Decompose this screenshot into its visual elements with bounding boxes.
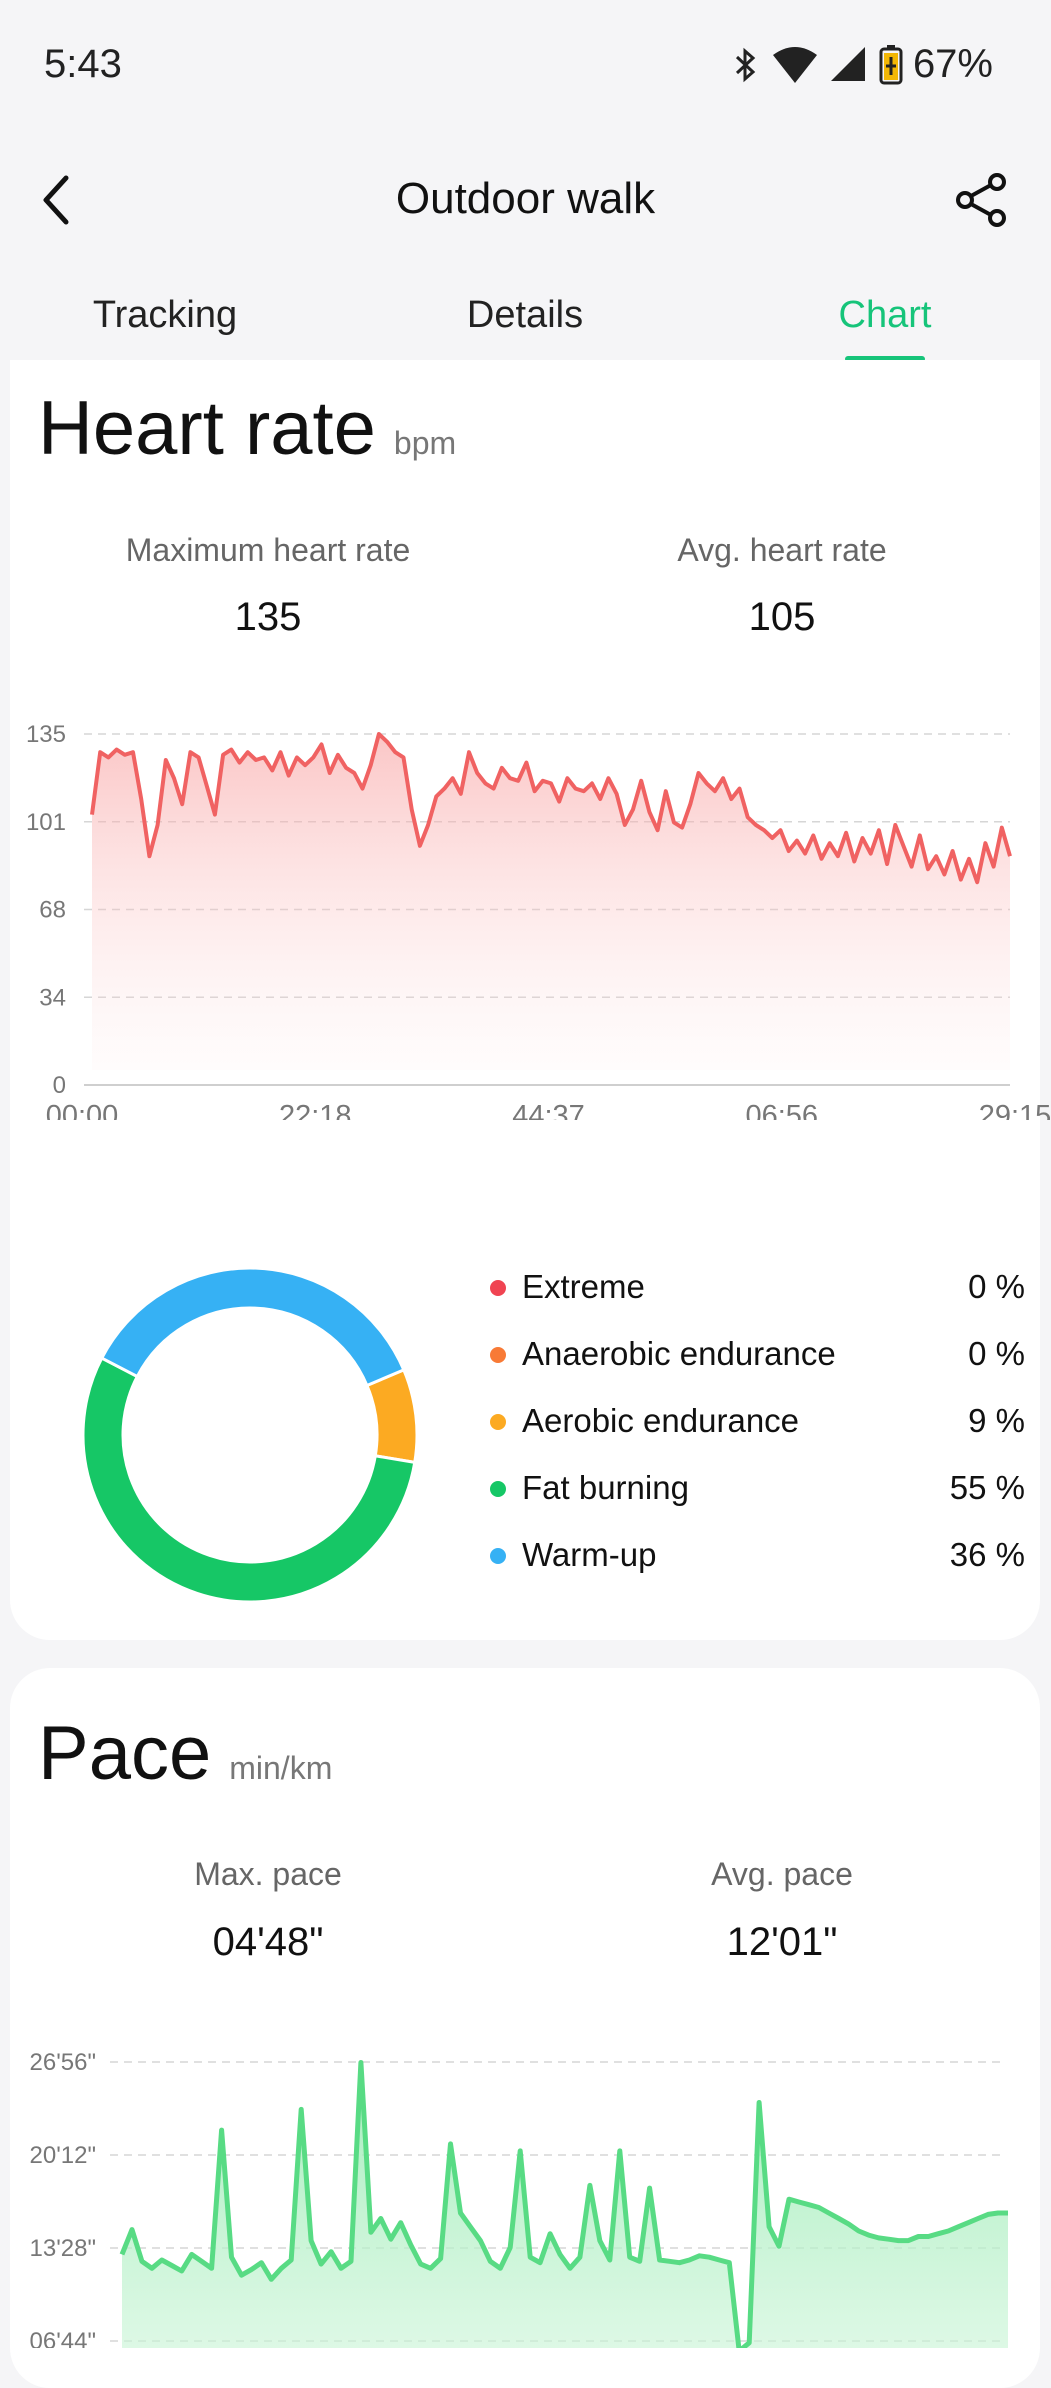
legend-label: Extreme <box>522 1268 645 1305</box>
legend-label: Warm-up <box>522 1536 657 1573</box>
max-heart-rate-label: Maximum heart rate <box>125 532 411 568</box>
tab-bar: Tracking Details Chart <box>0 286 1051 366</box>
heart-rate-zone-donut <box>81 1266 419 1604</box>
x-tick-label: 44:37 <box>512 1100 585 1120</box>
app-header: Outdoor walk <box>0 140 1051 260</box>
legend-dot <box>490 1481 506 1497</box>
legend-percent: 55 % <box>949 1469 1025 1506</box>
legend-dot <box>490 1347 506 1363</box>
donut-slice-warm-up <box>99 1266 406 1388</box>
tab-tracking[interactable]: Tracking <box>92 294 238 336</box>
legend-label: Fat burning <box>522 1469 689 1506</box>
legend-label: Anaerobic endurance <box>522 1335 836 1372</box>
back-chevron-icon[interactable] <box>36 170 86 230</box>
pace-line <box>119 2060 1008 2348</box>
legend-item-extreme: Extreme 0 % <box>480 1262 1025 1329</box>
avg-heart-rate-value: 105 <box>748 595 816 639</box>
legend-percent: 0 % <box>968 1335 1025 1372</box>
battery-percent: 67% <box>912 42 993 86</box>
legend-label: Aerobic endurance <box>522 1402 800 1439</box>
share-icon[interactable] <box>951 170 1011 230</box>
y-tick-label: 26'56" <box>30 2049 97 2076</box>
pace-chart: 26'56" 20'12" 13'28" 06'44" <box>30 2049 1008 2348</box>
page-title: Outdoor walk <box>395 174 656 223</box>
y-tick-label: 101 <box>26 809 66 836</box>
bluetooth-icon <box>735 47 756 82</box>
x-tick-label: 00:00 <box>46 1100 119 1120</box>
heart-rate-area <box>92 734 1010 1070</box>
legend-dot <box>490 1414 506 1430</box>
donut-slice-fat-burning <box>81 1356 417 1604</box>
pace-title: Pace min/km <box>38 1710 332 1797</box>
active-tab-indicator <box>845 356 925 362</box>
y-tick-label: 68 <box>39 897 66 924</box>
legend-item-aerobic-endurance: Aerobic endurance 9 % <box>480 1396 1025 1463</box>
signal-icon <box>830 46 865 81</box>
zone-legend: Extreme 0 % Anaerobic endurance 0 % Aero… <box>480 1262 1025 1597</box>
x-tick-label: 29:15 <box>979 1100 1050 1120</box>
pace-card: Pace min/km Max. pace 04'48" Avg. pace 12… <box>10 1668 1040 2388</box>
pace-title-text: Pace <box>38 1711 212 1796</box>
legend-percent: 9 % <box>968 1402 1025 1439</box>
y-tick-label: 0 <box>53 1072 66 1099</box>
y-tick-label: 34 <box>39 984 66 1011</box>
status-icons: 67% <box>731 42 993 87</box>
x-tick-label: 22:18 <box>279 1100 352 1120</box>
legend-item-warm-up: Warm-up 36 % <box>480 1530 1025 1597</box>
avg-pace-value: 12'01" <box>726 1920 838 1964</box>
legend-dot <box>490 1280 506 1296</box>
heart-rate-chart: 135 101 68 34 000:00 22:18 44:37 06:56 29:15 <box>26 721 1050 1120</box>
status-time: 5:43 <box>44 42 122 86</box>
tab-chart[interactable]: Chart <box>838 294 932 336</box>
heart-rate-card: Heart rate bpm Maximum heart rate 135 Avg… <box>10 360 1050 1640</box>
max-pace-value: 04'48" <box>212 1920 324 1964</box>
legend-percent: 0 % <box>968 1268 1025 1305</box>
avg-heart-rate-label: Avg. heart rate <box>677 532 887 568</box>
legend-percent: 36 % <box>949 1536 1025 1573</box>
heart-rate-line <box>90 732 1012 885</box>
y-tick-label: 135 <box>26 721 66 748</box>
legend-dot <box>490 1548 506 1564</box>
max-heart-rate-value: 135 <box>234 595 302 639</box>
avg-pace-label: Avg. pace <box>711 1856 853 1892</box>
heart-rate-unit: bpm <box>393 425 457 461</box>
legend-item-anaerobic-endurance: Anaerobic endurance 0 % <box>480 1329 1025 1396</box>
pace-area <box>122 2062 1008 2348</box>
heart-rate-title-text: Heart rate <box>38 386 376 471</box>
pace-unit: min/km <box>229 1750 333 1786</box>
status-bar: 5:43 67% <box>0 0 1051 130</box>
x-tick-label: 06:56 <box>745 1100 818 1120</box>
y-tick-label: 06'44" <box>30 2328 97 2348</box>
tab-details[interactable]: Details <box>466 294 584 336</box>
wifi-icon <box>772 46 817 83</box>
y-tick-label: 13'28" <box>30 2235 97 2262</box>
heart-rate-title: Heart rate bpm <box>38 385 456 472</box>
y-tick-label: 20'12" <box>30 2142 97 2169</box>
max-pace-label: Max. pace <box>194 1856 342 1892</box>
battery-icon <box>879 44 903 84</box>
legend-item-fat-burning: Fat burning 55 % <box>480 1463 1025 1530</box>
